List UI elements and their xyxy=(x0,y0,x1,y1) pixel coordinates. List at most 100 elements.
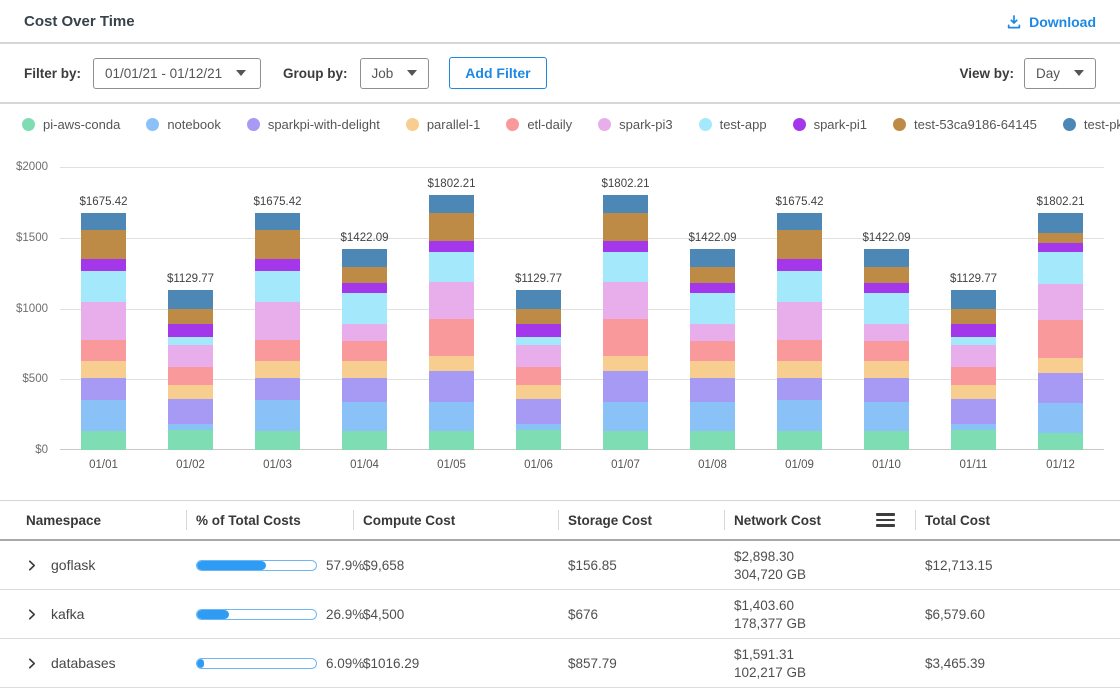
bar-segment-notebook[interactable] xyxy=(1038,403,1083,433)
bar-segment-test-pkix[interactable] xyxy=(255,213,300,230)
bar-segment-spark-pi1[interactable] xyxy=(516,324,561,337)
bar-segment-etl-daily[interactable] xyxy=(1038,320,1083,358)
expand-row-chevron-icon[interactable] xyxy=(26,608,38,621)
bar-segment-spark-pi1[interactable] xyxy=(690,282,735,293)
bar-segment-pi-aws-conda[interactable] xyxy=(81,430,126,450)
bar-segment-spark-pi3[interactable] xyxy=(864,323,909,341)
bar-segment-test-53ca9186-64145[interactable] xyxy=(429,213,474,241)
bar-segment-spark-pi3[interactable] xyxy=(81,301,126,340)
stacked-bar-01/08[interactable] xyxy=(690,249,735,450)
bar-segment-spark-pi3[interactable] xyxy=(951,345,996,367)
bar-segment-test-app[interactable] xyxy=(429,251,474,283)
bar-segment-spark-pi1[interactable] xyxy=(168,324,213,337)
stacked-bar-01/03[interactable] xyxy=(255,213,300,450)
bar-segment-etl-daily[interactable] xyxy=(255,339,300,361)
col-header-storage-cost[interactable]: Storage Cost xyxy=(558,501,724,539)
bar-segment-test-53ca9186-64145[interactable] xyxy=(951,308,996,325)
bar-segment-etl-daily[interactable] xyxy=(864,340,909,362)
expand-row-chevron-icon[interactable] xyxy=(26,559,38,572)
view-by-select[interactable]: Day xyxy=(1023,57,1096,89)
legend-item-sparkpi-with-delight[interactable]: sparkpi-with-delight xyxy=(246,117,380,132)
stacked-bar-01/10[interactable] xyxy=(864,249,909,450)
bar-segment-spark-pi1[interactable] xyxy=(255,258,300,271)
bar-segment-sparkpi-with-delight[interactable] xyxy=(690,378,735,403)
bar-segment-test-pkix[interactable] xyxy=(516,290,561,309)
bar-segment-spark-pi3[interactable] xyxy=(690,323,735,341)
bar-segment-test-pkix[interactable] xyxy=(342,249,387,268)
bar-segment-etl-daily[interactable] xyxy=(777,339,822,361)
bar-segment-test-app[interactable] xyxy=(864,292,909,324)
bar-segment-spark-pi3[interactable] xyxy=(429,282,474,320)
bar-segment-etl-daily[interactable] xyxy=(168,366,213,385)
bar-segment-sparkpi-with-delight[interactable] xyxy=(951,398,996,424)
bar-segment-etl-daily[interactable] xyxy=(429,319,474,356)
stacked-bar-01/09[interactable] xyxy=(777,213,822,450)
bar-segment-test-53ca9186-64145[interactable] xyxy=(603,213,648,241)
expand-row-chevron-icon[interactable] xyxy=(26,657,38,670)
bar-segment-spark-pi3[interactable] xyxy=(516,345,561,367)
date-range-select[interactable]: 01/01/21 - 01/12/21 xyxy=(93,57,262,89)
bar-segment-test-pkix[interactable] xyxy=(1038,213,1083,234)
bar-segment-notebook[interactable] xyxy=(951,423,996,430)
bar-segment-parallel-1[interactable] xyxy=(81,360,126,379)
bar-segment-pi-aws-conda[interactable] xyxy=(255,430,300,450)
bar-segment-etl-daily[interactable] xyxy=(516,366,561,385)
bar-segment-sparkpi-with-delight[interactable] xyxy=(864,378,909,403)
bar-segment-test-53ca9186-64145[interactable] xyxy=(864,267,909,283)
bar-segment-test-pkix[interactable] xyxy=(429,195,474,214)
bar-segment-spark-pi3[interactable] xyxy=(342,323,387,341)
bar-segment-spark-pi1[interactable] xyxy=(342,282,387,293)
bar-segment-test-pkix[interactable] xyxy=(864,249,909,268)
legend-item-spark-pi3[interactable]: spark-pi3 xyxy=(598,117,673,132)
bar-segment-notebook[interactable] xyxy=(690,402,735,431)
bar-segment-spark-pi1[interactable] xyxy=(1038,242,1083,252)
bar-segment-test-53ca9186-64145[interactable] xyxy=(1038,233,1083,243)
stacked-bar-01/01[interactable] xyxy=(81,213,126,450)
bar-segment-notebook[interactable] xyxy=(777,399,822,431)
bar-segment-etl-daily[interactable] xyxy=(603,319,648,356)
bar-segment-parallel-1[interactable] xyxy=(255,360,300,379)
bar-segment-test-53ca9186-64145[interactable] xyxy=(690,267,735,283)
col-header-compute-cost[interactable]: Compute Cost xyxy=(353,501,558,539)
bar-segment-pi-aws-conda[interactable] xyxy=(342,430,387,450)
bar-segment-test-pkix[interactable] xyxy=(690,249,735,268)
bar-segment-sparkpi-with-delight[interactable] xyxy=(255,378,300,400)
bar-segment-sparkpi-with-delight[interactable] xyxy=(81,378,126,400)
bar-segment-parallel-1[interactable] xyxy=(1038,357,1083,373)
bar-segment-test-pkix[interactable] xyxy=(777,213,822,230)
bar-segment-notebook[interactable] xyxy=(603,402,648,432)
stacked-bar-01/04[interactable] xyxy=(342,249,387,450)
bar-segment-spark-pi1[interactable] xyxy=(951,324,996,337)
bar-segment-test-53ca9186-64145[interactable] xyxy=(168,308,213,325)
bar-segment-pi-aws-conda[interactable] xyxy=(951,429,996,450)
bar-segment-spark-pi1[interactable] xyxy=(777,258,822,271)
bar-segment-parallel-1[interactable] xyxy=(168,384,213,399)
bar-segment-spark-pi3[interactable] xyxy=(777,301,822,340)
bar-segment-pi-aws-conda[interactable] xyxy=(516,429,561,450)
bar-segment-notebook[interactable] xyxy=(168,423,213,430)
bar-segment-parallel-1[interactable] xyxy=(342,361,387,379)
bar-segment-etl-daily[interactable] xyxy=(81,339,126,361)
bar-segment-test-app[interactable] xyxy=(690,292,735,324)
bar-segment-test-app[interactable] xyxy=(1038,251,1083,284)
bar-segment-spark-pi3[interactable] xyxy=(603,282,648,320)
bar-segment-sparkpi-with-delight[interactable] xyxy=(777,378,822,400)
stacked-bar-01/05[interactable] xyxy=(429,195,474,450)
bar-segment-pi-aws-conda[interactable] xyxy=(690,430,735,450)
bar-segment-test-53ca9186-64145[interactable] xyxy=(516,308,561,325)
legend-item-pi-aws-conda[interactable]: pi-aws-conda xyxy=(22,117,120,132)
add-filter-button[interactable]: Add Filter xyxy=(449,57,547,89)
bar-segment-notebook[interactable] xyxy=(255,399,300,431)
bar-segment-test-app[interactable] xyxy=(603,251,648,283)
bar-segment-test-app[interactable] xyxy=(777,270,822,302)
bar-segment-test-53ca9186-64145[interactable] xyxy=(255,229,300,259)
stacked-bar-01/06[interactable] xyxy=(516,290,561,450)
bar-segment-parallel-1[interactable] xyxy=(777,360,822,379)
bar-segment-spark-pi1[interactable] xyxy=(81,258,126,271)
bar-segment-parallel-1[interactable] xyxy=(429,355,474,371)
bar-segment-spark-pi1[interactable] xyxy=(429,240,474,252)
download-button[interactable]: Download xyxy=(1006,14,1096,30)
bar-segment-pi-aws-conda[interactable] xyxy=(777,430,822,450)
bar-segment-sparkpi-with-delight[interactable] xyxy=(342,378,387,403)
col-header-namespace[interactable]: Namespace xyxy=(26,512,102,528)
